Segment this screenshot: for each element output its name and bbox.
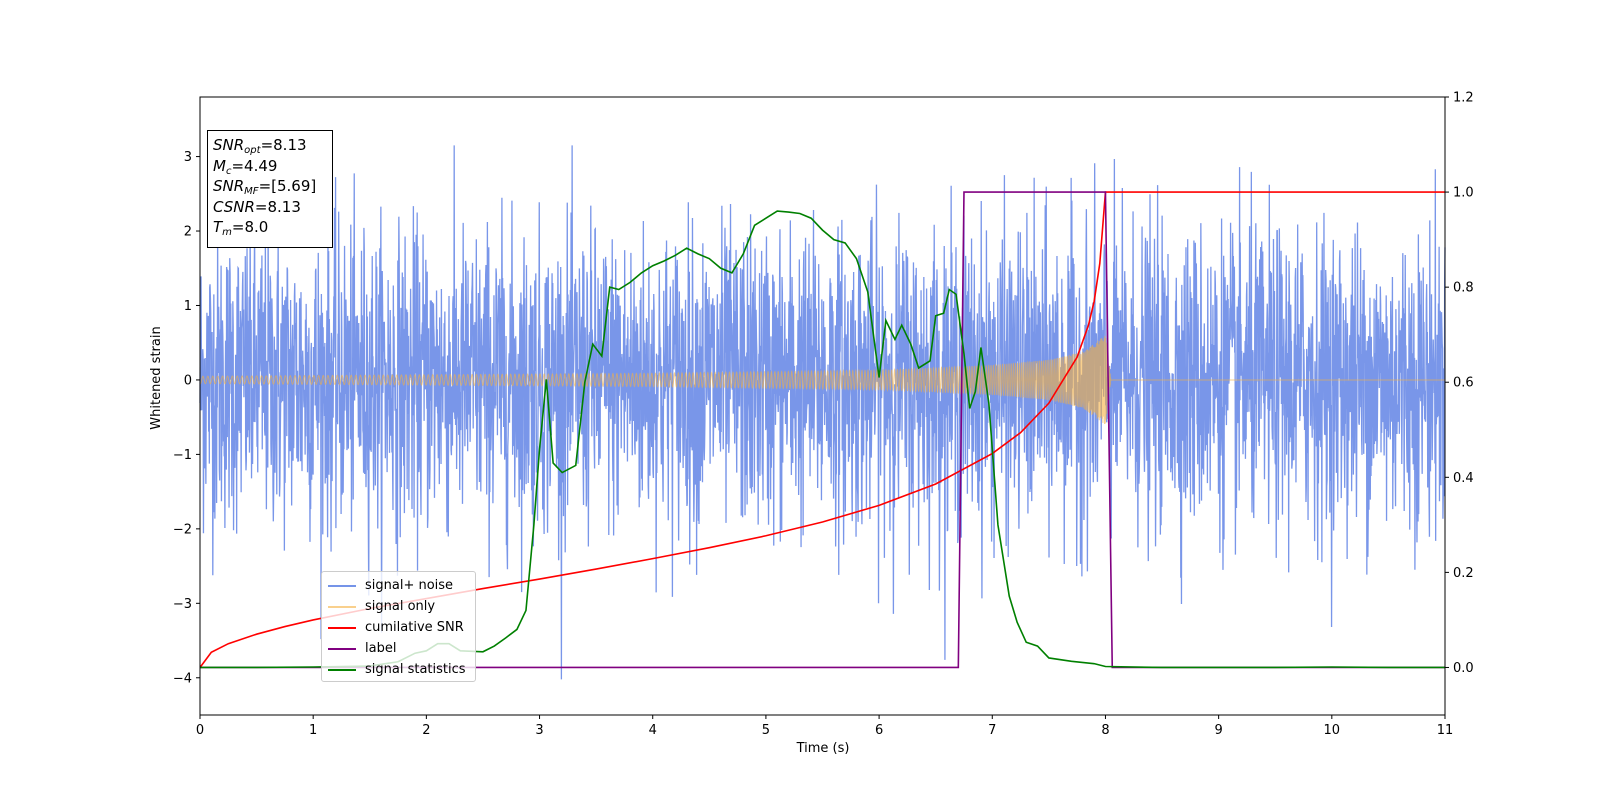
x-tick-label: 11 [1437,723,1454,738]
x-tick-label: 0 [196,723,204,738]
y-left-tick-label: 0 [184,373,192,388]
legend: signal+ noise signal only cumilative SNR la… [321,571,476,682]
legend-label: cumilative SNR [365,620,464,635]
y-right-tick-label: 0.8 [1453,281,1474,296]
y-left-tick-label: 2 [184,225,192,240]
y-left-tick-label: 1 [184,299,192,314]
y-right-tick-label: 0.2 [1453,566,1474,581]
y-right-tick-label: 1.2 [1453,91,1474,106]
series-signal-plus-noise-line [199,145,1446,680]
y-left-tick-label: −1 [173,448,192,463]
legend-swatch [328,605,356,608]
annotation-line: SNRopt=8.13 [213,135,327,156]
series-signal-only-line [199,335,1445,424]
annotation-line: Tm=8.0 [213,217,327,238]
legend-entry: signal only [328,596,469,617]
y-right-tick-label: 0.6 [1453,376,1474,391]
legend-label: signal statistics [365,662,466,677]
annotation-variable: SNR [213,136,245,154]
legend-entry: label [328,638,469,659]
series-signal-statistics-line [200,210,1445,669]
annotation-variable: M [213,156,226,175]
x-tick-label: 8 [1101,723,1109,738]
annotation-value: =8.13 [260,136,307,154]
annotation-subscript: c [225,165,232,177]
legend-swatch [328,626,356,629]
x-tick-label: 5 [762,723,770,738]
legend-swatch [328,668,356,671]
x-tick-label: 10 [1324,723,1341,738]
axes-layer: 0 1 2 3 4 5 6 7 8 9 10 11 −4 −3 −2 −1 0 1 2 3 0.0 0.2 0.4 0.6 0.… [173,91,1474,739]
annotation-value: =4.49 [231,156,278,175]
series-layer [199,145,1446,680]
annotation-line: CSNR=8.13 [213,197,327,218]
annotation-variable: CSNR [213,197,255,216]
annotation-line: Mc=4.49 [213,156,327,177]
x-tick-label: 9 [1214,723,1222,738]
legend-entry: cumilative SNR [328,617,469,638]
annotation-variable: SNR [213,177,245,195]
y-left-tick-label: −3 [173,597,192,612]
x-tick-label: 7 [988,723,996,738]
y-right-tick-label: 1.0 [1453,186,1474,201]
annotation-value: =8.0 [231,218,269,236]
annotation-value: =[5.69] [258,177,317,195]
y-right-tick-label: 0.4 [1453,471,1474,486]
series-cumulative-snr-line [199,191,1445,668]
x-tick-label: 2 [422,723,430,738]
x-tick-label: 4 [649,723,657,738]
y-left-tick-label: 3 [184,150,192,165]
y-right-tick-label: 0.0 [1453,661,1474,676]
x-tick-label: 6 [875,723,883,738]
annotation-value: =8.13 [254,197,301,216]
annotation-subscript: opt [244,145,261,156]
x-axis-label: Time (s) [796,741,850,756]
legend-entry: signal+ noise [328,575,469,596]
annotation-variable: T [213,218,223,236]
annotation-line: SNRMF=[5.69] [213,176,327,197]
y-left-tick-label: −4 [173,671,192,686]
legend-label: signal only [365,599,436,614]
y-axis-label: Whitened strain [149,326,164,429]
plot-frame [199,96,1446,716]
annotation-box: SNRopt=8.13 Mc=4.49 SNRMF=[5.69] CSNR=8.13 T… [207,130,333,248]
legend-entry: signal statistics [328,659,469,680]
legend-label: label [365,641,397,656]
y-left-tick-label: −2 [173,522,192,537]
x-tick-label: 1 [309,723,317,738]
annotation-subscript: MF [244,186,259,197]
legend-swatch [328,647,356,650]
annotation-subscript: m [222,227,232,238]
legend-swatch [328,584,356,587]
x-tick-label: 3 [535,723,543,738]
legend-label: signal+ noise [365,578,454,593]
